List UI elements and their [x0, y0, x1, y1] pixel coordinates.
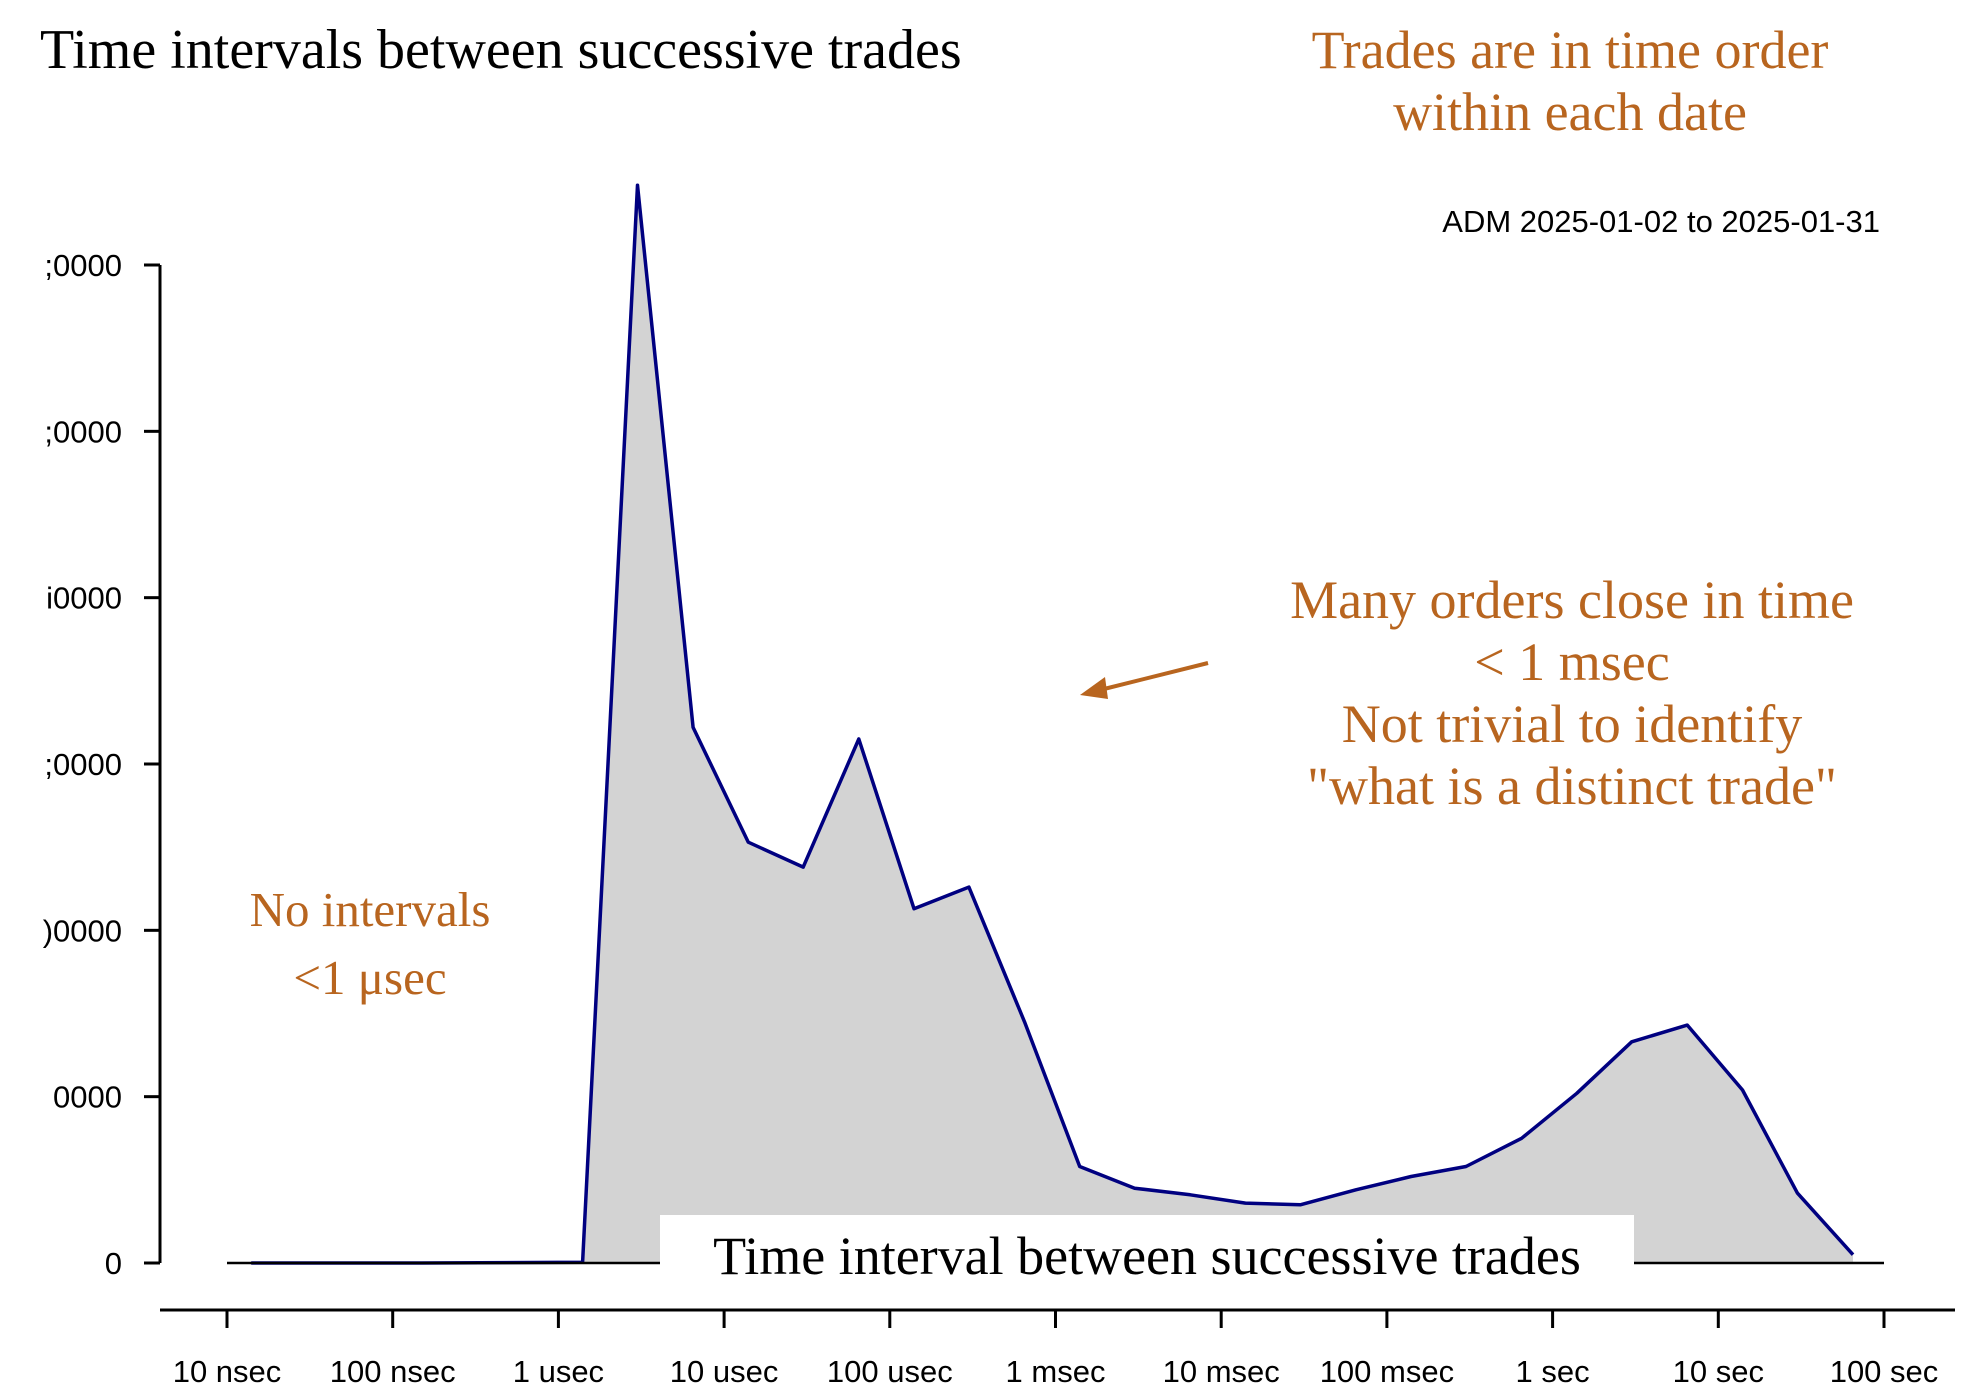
- arrow-head: [1080, 677, 1108, 699]
- arrow-shaft: [1099, 661, 1209, 692]
- plot-area: [251, 183, 1855, 1265]
- y-tick-label: )0000: [43, 913, 122, 948]
- x-tick-label: 1 sec: [1516, 1354, 1590, 1389]
- x-axis: 10 nsec 100 nsec 1 usec 10 usec 100 usec 1 ms…: [160, 1308, 1955, 1389]
- annotation-line: < 1 msec: [1474, 632, 1669, 692]
- annotation-arrow: [1080, 661, 1209, 699]
- annotation-line: Not trivial to identify: [1342, 694, 1802, 754]
- chart-subtitle: ADM 2025-01-02 to 2025-01-31: [1442, 204, 1880, 239]
- x-tick-label: 10 nsec: [173, 1354, 282, 1389]
- x-axis-label: Time interval between successive trades: [713, 1226, 1581, 1286]
- annotation-line: Many orders close in time: [1290, 570, 1854, 630]
- annotation-line: "what is a distinct trade": [1307, 756, 1837, 816]
- x-tick-label: 1 msec: [1006, 1354, 1106, 1389]
- x-tick-label: 100 usec: [827, 1354, 953, 1389]
- x-axis-label-background: [660, 1215, 1634, 1295]
- x-tick-label: 10 msec: [1163, 1354, 1280, 1389]
- x-tick-label: 10 usec: [670, 1354, 779, 1389]
- x-tick-label: 1 usec: [513, 1354, 604, 1389]
- annotation-line: <1 μsec: [293, 950, 446, 1005]
- x-tick-label: 100 nsec: [330, 1354, 456, 1389]
- y-tick-label: ;0000: [44, 747, 122, 782]
- chart-title: Time intervals between successive trades: [40, 19, 962, 81]
- x-tick-label: 100 sec: [1830, 1354, 1939, 1389]
- y-tick-label: ;0000: [44, 414, 122, 449]
- annotation-no-intervals: No intervals <1 μsec: [250, 882, 491, 1005]
- annotation-line: within each date: [1393, 82, 1747, 142]
- y-tick-label: ;0000: [44, 248, 122, 283]
- x-tick-label: 10 sec: [1673, 1354, 1764, 1389]
- series-line: [251, 183, 1855, 1265]
- annotation-many-orders: Many orders close in time < 1 msec Not t…: [1290, 570, 1854, 816]
- x-tick-label: 100 msec: [1320, 1354, 1454, 1389]
- y-tick-label: 0: [105, 1246, 122, 1281]
- annotation-trades-order: Trades are in time order within each dat…: [1312, 20, 1829, 142]
- y-tick-label: i0000: [46, 581, 122, 616]
- series-area: [251, 185, 1854, 1264]
- y-tick-label: 0000: [53, 1080, 122, 1115]
- annotation-line: Trades are in time order: [1312, 20, 1829, 80]
- x-axis-label-box: Time interval between successive trades: [660, 1215, 1634, 1295]
- annotation-line: No intervals: [250, 882, 491, 937]
